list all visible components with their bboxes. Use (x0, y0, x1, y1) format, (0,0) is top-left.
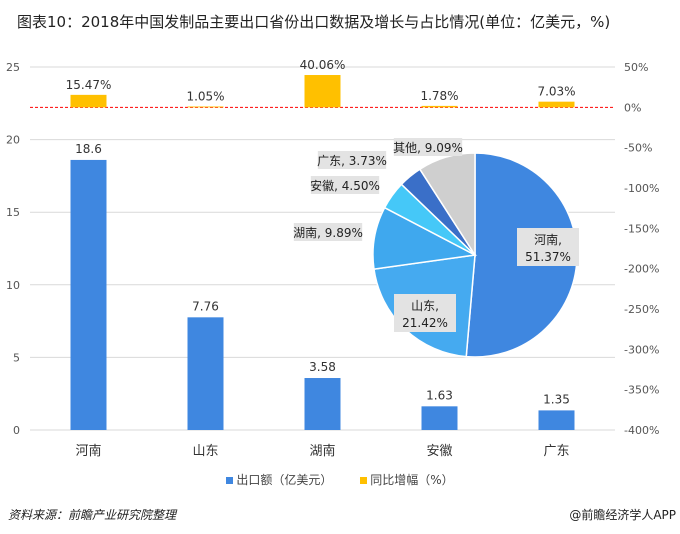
export-bar (70, 159, 107, 431)
legend-label: 同比增幅（%） (370, 473, 454, 487)
right-tick-label: -400% (624, 424, 659, 437)
left-tick-label: 0 (13, 424, 20, 437)
growth-data-label: 1.78% (420, 89, 458, 103)
export-data-label: 3.58 (309, 360, 336, 374)
left-tick-label: 10 (6, 279, 20, 292)
growth-bar (421, 105, 458, 108)
category-label: 河南 (75, 443, 101, 459)
pie-slice (418, 152, 476, 258)
growth-data-label: 15.47% (66, 78, 112, 92)
growth-bar (187, 106, 224, 108)
pie-label: 21.42% (402, 316, 448, 330)
export-data-label: 1.63 (426, 388, 453, 402)
right-tick-label: 0% (624, 101, 641, 114)
pie-label: 河南, (534, 232, 562, 247)
pie-label: 湖南, 9.89% (293, 225, 363, 240)
right-tick-label: 50% (624, 61, 648, 74)
pie-label-box (517, 228, 579, 266)
category-label: 安徽 (426, 444, 452, 459)
pie-label: 安徽, 4.50% (310, 178, 380, 193)
right-tick-label: -150% (624, 222, 659, 235)
growth-bar (538, 101, 575, 108)
chart-title: 图表10：2018年中国发制品主要出口省份出口数据及增长与占比情况(单位：亿美元… (17, 13, 611, 31)
source-note: 资料来源：前瞻产业研究院整理 (8, 508, 177, 522)
export-bar (538, 410, 575, 430)
left-tick-label: 25 (6, 61, 20, 74)
export-bar (421, 406, 458, 430)
pie-label-box (317, 151, 387, 169)
growth-bar (304, 75, 341, 108)
export-data-label: 18.6 (75, 142, 102, 156)
pie-label-box (394, 294, 456, 332)
right-tick-label: -100% (624, 182, 659, 195)
export-data-label: 1.35 (543, 392, 570, 406)
pie-label: 其他, 9.09% (393, 141, 463, 155)
right-tick-label: -250% (624, 303, 659, 316)
pie-label: 山东, (411, 299, 439, 313)
right-tick-label: -350% (624, 384, 659, 397)
legend-item-growth: 同比增幅（%） (360, 471, 454, 488)
category-label: 广东 (543, 444, 569, 459)
pie-label-box (293, 223, 363, 241)
export-bar (187, 317, 224, 430)
legend-swatch (360, 477, 368, 484)
growth-data-label: 7.03% (537, 85, 575, 99)
export-data-label: 7.76 (192, 299, 219, 313)
pie-label-box (393, 138, 463, 156)
legend-item-export: 出口额（亿美元） (226, 471, 332, 488)
credit: @前瞻经济学人APP (569, 508, 676, 522)
legend-swatch (226, 477, 234, 484)
growth-bar (70, 94, 107, 108)
legend: 出口额（亿美元） 同比增幅（%） (0, 471, 680, 488)
left-tick-label: 5 (13, 351, 20, 364)
category-label: 山东 (192, 444, 218, 459)
pie-label: 51.37% (525, 250, 571, 264)
pie-label: 广东, 3.73% (317, 154, 387, 168)
export-bar (304, 378, 341, 430)
right-tick-label: -50% (624, 142, 652, 155)
right-tick-label: -300% (624, 343, 659, 356)
legend-label: 出口额（亿美元） (236, 473, 333, 487)
pie-label-box (310, 176, 380, 194)
right-tick-label: -200% (624, 263, 659, 276)
growth-data-label: 1.05% (186, 89, 224, 103)
left-tick-label: 20 (6, 134, 20, 147)
left-tick-label: 15 (6, 206, 20, 219)
category-label: 湖南 (309, 443, 335, 459)
growth-data-label: 40.06% (300, 58, 346, 72)
